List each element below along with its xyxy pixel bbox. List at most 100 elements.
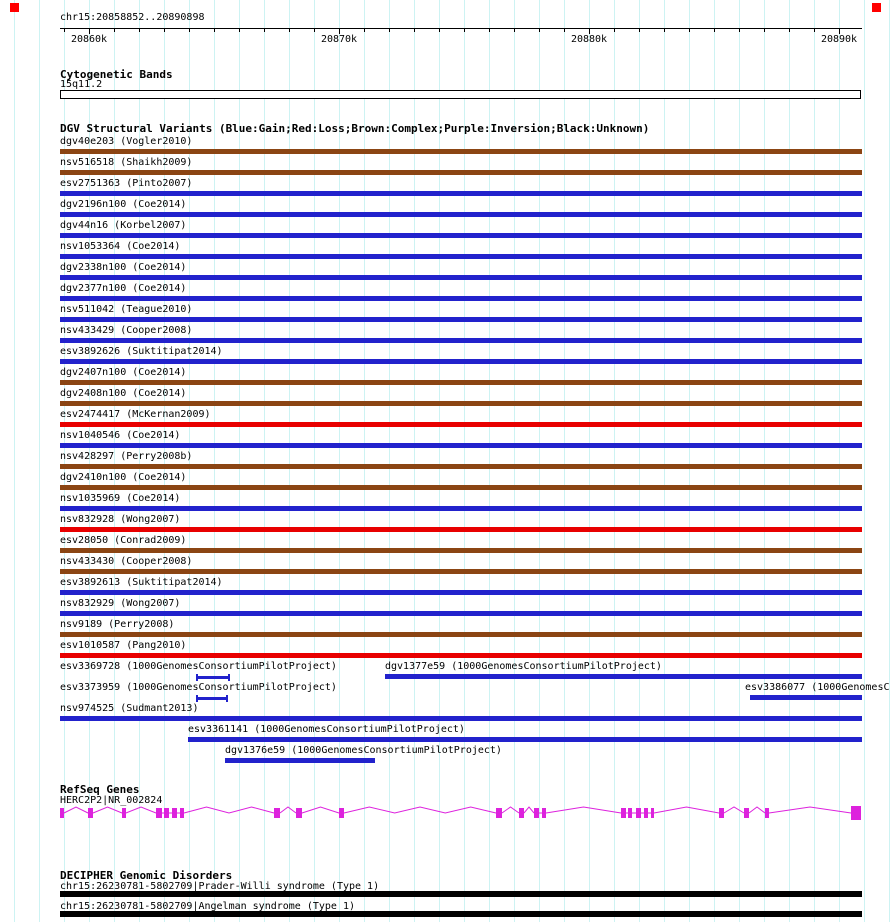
variant-bar[interactable] [60, 401, 862, 406]
variant-bar[interactable] [60, 632, 862, 637]
variant-label[interactable]: nsv974525 (Sudmant2013) [60, 703, 199, 714]
variant-bar[interactable] [60, 590, 862, 595]
decipher-bar-prader-willi[interactable] [60, 891, 862, 897]
exon-box[interactable] [651, 808, 654, 818]
variant-label[interactable]: dgv44n16 (Korbel2007) [60, 220, 187, 231]
exon-box[interactable] [636, 808, 641, 818]
exon-box[interactable] [744, 808, 749, 818]
variant-bar[interactable] [60, 569, 862, 574]
variant-bar[interactable] [385, 674, 862, 679]
variant-label[interactable]: dgv40e203 (Vogler2010) [60, 136, 193, 147]
variant-label[interactable]: dgv2377n100 (Coe2014) [60, 283, 187, 294]
variant-label[interactable]: esv3892613 (Suktitipat2014) [60, 577, 223, 588]
variant-label[interactable]: nsv516518 (Shaikh2009) [60, 157, 193, 168]
variant-bar[interactable] [60, 716, 862, 721]
variant-label[interactable]: esv3892626 (Suktitipat2014) [60, 346, 223, 357]
exon-box[interactable] [644, 808, 648, 818]
variant-bar[interactable] [60, 191, 862, 196]
variant-label[interactable]: esv3373959 (1000GenomesConsortiumPilotPr… [60, 682, 337, 693]
exon-box[interactable] [156, 808, 162, 818]
variant-bar[interactable] [188, 737, 862, 742]
exon-box[interactable] [519, 808, 524, 818]
decipher-label-angelman[interactable]: chr15:26230781-5802709|Angelman syndrome… [60, 901, 356, 912]
exon-box[interactable] [122, 808, 126, 818]
exon-box[interactable] [180, 808, 184, 818]
exon-box[interactable] [60, 808, 64, 818]
variant-bar[interactable] [60, 527, 862, 532]
ruler-tick-mark [339, 29, 340, 34]
variant-label[interactable]: nsv1035969 (Coe2014) [60, 493, 181, 504]
variant-label[interactable]: esv1010587 (Pang2010) [60, 640, 187, 651]
variant-label[interactable]: dgv2407n100 (Coe2014) [60, 367, 187, 378]
variant-label[interactable]: nsv832929 (Wong2007) [60, 598, 181, 609]
variant-bar[interactable] [60, 359, 862, 364]
variant-label[interactable]: nsv433429 (Cooper2008) [60, 325, 193, 336]
exon-box[interactable] [172, 808, 177, 818]
variant-label[interactable]: esv3369728 (1000GenomesConsortiumPilotPr… [60, 661, 337, 672]
decipher-label-prader-willi[interactable]: chr15:26230781-5802709|Prader-Willi synd… [60, 881, 380, 892]
variant-label[interactable]: nsv511042 (Teague2010) [60, 304, 193, 315]
variant-bar[interactable] [60, 380, 862, 385]
exon-box[interactable] [88, 808, 93, 818]
variant-bar[interactable] [60, 548, 862, 553]
exon-box[interactable] [534, 808, 539, 818]
variant-label[interactable]: esv2751363 (Pinto2007) [60, 178, 193, 189]
variant-bar[interactable] [60, 611, 862, 616]
variant-bar[interactable] [60, 212, 862, 217]
variant-label[interactable]: dgv2196n100 (Coe2014) [60, 199, 187, 210]
exon-box[interactable] [851, 806, 861, 820]
variant-bar[interactable] [60, 506, 862, 511]
exon-box[interactable] [339, 808, 344, 818]
variant-label[interactable]: nsv433430 (Cooper2008) [60, 556, 193, 567]
exon-box[interactable] [496, 808, 502, 818]
variant-label[interactable]: dgv2408n100 (Coe2014) [60, 388, 187, 399]
ruler-line [60, 28, 862, 29]
exon-box[interactable] [274, 808, 280, 818]
exon-box[interactable] [719, 808, 724, 818]
variant-bar[interactable] [60, 653, 862, 658]
variant-label[interactable]: dgv2410n100 (Coe2014) [60, 472, 187, 483]
variant-label[interactable]: esv3386077 (1000GenomesConsortiumPilotPr… [745, 682, 890, 693]
exon-box[interactable] [542, 808, 546, 818]
variant-label[interactable]: nsv9189 (Perry2008) [60, 619, 175, 630]
variant-bar[interactable] [196, 674, 230, 681]
variant-bar[interactable] [225, 758, 375, 763]
variant-bar[interactable] [196, 695, 228, 702]
ruler-tick-mark [89, 29, 90, 34]
variant-label[interactable]: nsv1053364 (Coe2014) [60, 241, 181, 252]
variant-bar[interactable] [60, 254, 862, 259]
variant-label[interactable]: dgv1376e59 (1000GenomesConsortiumPilotPr… [225, 745, 502, 756]
exon-box[interactable] [628, 808, 632, 818]
variant-bar[interactable] [60, 422, 862, 427]
variant-label[interactable]: esv28050 (Conrad2009) [60, 535, 187, 546]
decipher-title: DECIPHER Genomic Disorders [60, 869, 233, 882]
variant-bar[interactable] [60, 275, 862, 280]
variant-label[interactable]: nsv832928 (Wong2007) [60, 514, 181, 525]
variant-label[interactable]: nsv428297 (Perry2008b) [60, 451, 193, 462]
exon-box[interactable] [621, 808, 626, 818]
exon-box[interactable] [164, 808, 169, 818]
gene-label[interactable]: HERC2P2|NR_002824 [60, 795, 163, 806]
variant-bar[interactable] [60, 149, 862, 154]
variant-bar[interactable] [60, 464, 862, 469]
gene-glyph[interactable] [55, 801, 865, 825]
variant-label[interactable]: esv2474417 (McKernan2009) [60, 409, 211, 420]
variant-label[interactable]: esv3361141 (1000GenomesConsortiumPilotPr… [188, 724, 465, 735]
variant-bar[interactable] [750, 695, 862, 700]
region-marker-left-icon [10, 3, 19, 12]
variant-bar[interactable] [60, 443, 862, 448]
variant-bar[interactable] [60, 485, 862, 490]
variant-bar[interactable] [60, 338, 862, 343]
variant-bar[interactable] [60, 317, 862, 322]
exon-box[interactable] [296, 808, 302, 818]
variant-bar[interactable] [60, 170, 862, 175]
variant-bar[interactable] [60, 296, 862, 301]
variant-label[interactable]: nsv1040546 (Coe2014) [60, 430, 181, 441]
variant-label[interactable]: dgv1377e59 (1000GenomesConsortiumPilotPr… [385, 661, 662, 672]
exon-box[interactable] [765, 808, 769, 818]
cytoband-box[interactable] [60, 90, 861, 99]
variant-label[interactable]: dgv2338n100 (Coe2014) [60, 262, 187, 273]
decipher-bar-angelman[interactable] [60, 911, 862, 917]
cytoband-label[interactable]: 15q11.2 [60, 79, 103, 90]
variant-bar[interactable] [60, 233, 862, 238]
